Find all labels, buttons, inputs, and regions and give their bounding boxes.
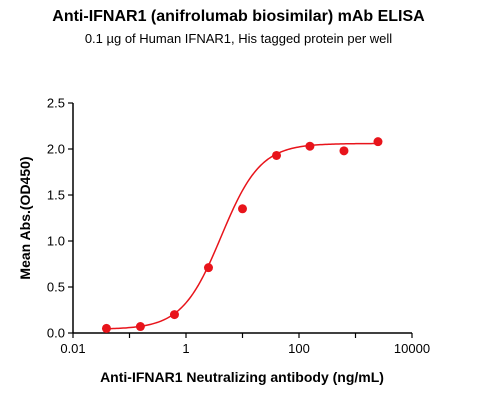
data-point <box>272 150 282 160</box>
x-tick-label: 10000 <box>394 341 430 356</box>
fit-curve <box>106 142 378 330</box>
data-point <box>169 310 179 320</box>
y-ticks: 0.0 0.5 1.0 1.5 2.0 2.5 <box>47 96 73 341</box>
data-point <box>305 141 315 151</box>
y-tick-label: 1.0 <box>47 234 65 249</box>
data-point <box>238 204 247 214</box>
y-tick-label: 2.0 <box>47 142 65 157</box>
chart-title: Anti-IFNAR1 (anifrolumab biosimilar) mAb… <box>52 8 425 25</box>
y-tick-label: 1.5 <box>47 188 65 203</box>
y-tick-label: 0.5 <box>47 280 65 295</box>
y-axis-label: Mean Abs.(OD450) <box>17 156 33 279</box>
chart-subtitle: 0.1 µg of Human IFNAR1, His tagged prote… <box>84 31 393 46</box>
data-point <box>339 146 349 156</box>
data-point <box>135 322 145 332</box>
data-point <box>373 137 383 147</box>
x-axis-label: Anti-IFNAR1 Neutralizing antibody (ng/mL… <box>100 369 384 385</box>
data-points <box>101 137 383 333</box>
data-point <box>203 263 213 273</box>
x-tick-label: 1 <box>182 341 189 356</box>
data-point <box>101 323 111 333</box>
x-tick-label: 0.01 <box>60 341 85 356</box>
x-tick-label: 100 <box>288 341 310 356</box>
y-tick-label: 2.5 <box>47 96 65 111</box>
x-ticks: 0.01 1 100 10000 <box>60 333 430 356</box>
axes <box>72 103 412 334</box>
y-tick-label: 0.0 <box>47 326 65 341</box>
